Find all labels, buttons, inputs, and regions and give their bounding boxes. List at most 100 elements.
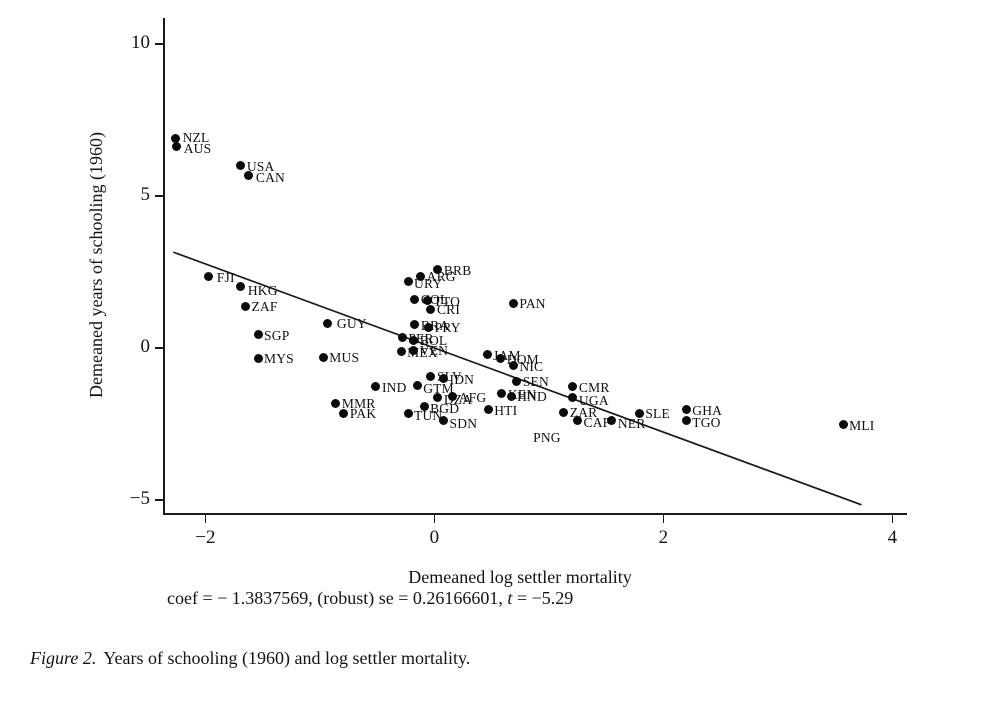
data-point-label-CAF: CAF [583, 415, 611, 431]
data-point-label-NZL: NZL [182, 129, 210, 145]
data-point-SGP [253, 330, 263, 340]
data-point-HND [506, 391, 516, 401]
x-tick-label: −2 [195, 527, 216, 548]
data-point-SEN [512, 376, 522, 386]
data-point-COL [410, 294, 420, 304]
data-point-BRA [410, 320, 420, 330]
data-point-BOL [409, 335, 419, 345]
data-point-label-BGD: BGD [430, 400, 460, 416]
figure-caption: Figure 2. Years of schooling (1960) and l… [30, 648, 470, 669]
data-point-IND [371, 382, 381, 392]
stats-prefix: coef = − 1.3837569, (robust) se = 0.2616… [167, 588, 508, 608]
data-point-CMR [568, 382, 578, 392]
data-point-VEN [409, 345, 419, 355]
data-point-TTO [423, 296, 432, 306]
stats-line: coef = − 1.3837569, (robust) se = 0.2616… [167, 588, 573, 609]
data-point-AFG [448, 392, 458, 402]
data-point-label-UGA: UGA [578, 392, 609, 408]
data-point-label-TGO: TGO [692, 415, 721, 431]
data-point-BGD [419, 402, 429, 412]
y-axis-title: Demeaned years of schooling (1960) [86, 132, 106, 398]
data-point-label-MLI: MLI [849, 417, 875, 433]
data-point-label-NIC: NIC [519, 358, 544, 374]
data-point-label-GTM: GTM [423, 380, 454, 396]
figure-caption-text: Years of schooling (1960) and log settle… [103, 648, 471, 668]
data-point-HKG [236, 281, 246, 291]
data-point-label-ZAF: ZAF [251, 299, 278, 315]
data-point-label-SEN: SEN [522, 374, 549, 390]
data-point-label-GHA: GHA [692, 402, 723, 418]
data-point-label-PRY: PRY [434, 320, 461, 336]
data-point-PER [397, 333, 407, 343]
x-tick [433, 514, 436, 523]
x-axis-title: Demeaned log settler mortality [408, 567, 632, 587]
data-point-ZAR [559, 407, 569, 417]
y-tick-label: 10 [131, 32, 150, 54]
data-point-SLV [426, 372, 436, 382]
data-point-BRB [433, 265, 443, 275]
data-point-MEX [396, 347, 406, 357]
stats-suffix: = −5.29 [512, 588, 574, 608]
data-point-DZA [433, 393, 443, 403]
x-tick [891, 514, 894, 523]
data-point-label-ARG: ARG [426, 268, 456, 284]
data-point-label-AFG: AFG [458, 389, 487, 405]
data-point-MLI [838, 420, 848, 430]
data-point-MUS [318, 352, 328, 362]
data-point-GTM [412, 381, 422, 391]
data-point-CAN [244, 170, 254, 180]
data-point-label-GUY: GUY [336, 316, 367, 332]
x-tick [662, 514, 665, 523]
data-point-label-SDN: SDN [449, 415, 478, 431]
data-point-FJI [204, 272, 214, 282]
data-point-MYS [253, 353, 263, 363]
data-point-CRI [426, 304, 436, 314]
data-point-label-PAK: PAK [349, 406, 377, 422]
data-point-NIC [508, 361, 518, 371]
data-point-label-TTO: TTO [433, 293, 461, 309]
data-point-label-HTI: HTI [494, 402, 518, 418]
y-axis-line [163, 18, 165, 513]
data-point-AUS [172, 141, 182, 151]
data-point-NER [607, 415, 617, 425]
data-point-DOM [496, 353, 506, 363]
data-point-URY [403, 276, 413, 286]
data-point-label-AUS: AUS [183, 141, 212, 157]
y-tick [155, 347, 163, 349]
data-point-TUN [403, 408, 413, 418]
data-point-label-CRI: CRI [436, 302, 461, 318]
data-point-USA [236, 161, 246, 171]
y-tick [155, 195, 163, 197]
data-point-label-IDN: IDN [449, 371, 475, 387]
data-point-JAM [482, 350, 492, 360]
x-tick-label: 0 [429, 527, 440, 548]
data-point-NZL [171, 134, 181, 144]
data-point-label-HKG: HKG [247, 283, 278, 298]
data-point-TGO [681, 415, 691, 425]
stats-t: t [507, 588, 513, 608]
figure-caption-label: Figure 2. [30, 648, 97, 668]
data-point-label-HND: HND [517, 389, 547, 404]
data-point-label-USA: USA [246, 158, 275, 174]
y-tick-label: 5 [140, 184, 151, 206]
x-axis-line [163, 513, 907, 515]
data-point-KEN [497, 389, 507, 399]
data-point-HTI [483, 405, 493, 415]
data-point-SDN [439, 416, 449, 426]
data-point-SLE [634, 408, 644, 418]
data-point-label-NER: NER [617, 416, 646, 432]
data-point-label-BRB: BRB [443, 262, 472, 278]
y-tick-label: 0 [140, 336, 151, 357]
y-tick [155, 43, 163, 45]
y-tick-label: −5 [129, 487, 150, 509]
y-tick [155, 499, 163, 501]
data-point-label-TUN: TUN [414, 408, 443, 424]
data-point-UGA [568, 393, 578, 403]
data-point-GHA [681, 405, 691, 415]
data-point-ARG [416, 272, 426, 282]
data-point-label-SGP: SGP [264, 327, 290, 343]
data-point-PAK [339, 408, 349, 418]
x-tick [204, 514, 207, 523]
data-point-label-MYS: MYS [264, 351, 294, 367]
